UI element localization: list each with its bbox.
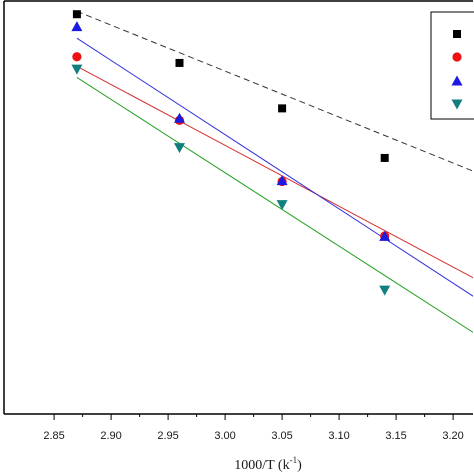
data-point-1 xyxy=(175,58,184,67)
data-point-4 xyxy=(174,143,185,154)
legend-marker-3 xyxy=(451,75,463,86)
data-point-4 xyxy=(379,285,391,296)
x-tick-label: 3.00 xyxy=(214,430,235,442)
data-point-1 xyxy=(278,104,287,113)
fit-line-4 xyxy=(76,76,473,333)
legend-marker-1 xyxy=(453,30,461,38)
legend-box xyxy=(430,11,474,120)
data-point-4 xyxy=(276,200,288,211)
x-axis-title-superscript: -1 xyxy=(290,455,298,465)
x-tick-label: 2.90 xyxy=(100,430,121,442)
data-point-3 xyxy=(276,175,288,186)
fit-line-2 xyxy=(76,65,473,279)
legend-marker-2 xyxy=(452,52,462,62)
data-point-1 xyxy=(72,10,81,19)
x-tick-label: 3.10 xyxy=(328,430,349,442)
x-tick-label: 3.20 xyxy=(442,430,463,442)
data-point-4 xyxy=(71,64,83,75)
x-axis-title: 1000/T (k-1) xyxy=(234,455,302,473)
data-markers xyxy=(71,10,391,296)
legend xyxy=(430,11,474,120)
x-tick-label: 2.95 xyxy=(157,430,178,442)
data-point-3 xyxy=(71,21,83,32)
data-point-2 xyxy=(72,52,82,62)
fit-line-3 xyxy=(76,37,473,297)
x-tick-label: 3.05 xyxy=(271,430,292,442)
fit-line-1 xyxy=(76,10,473,172)
axes: 2.852.902.953.003.053.103.153.203.25 xyxy=(3,0,473,442)
legend-marker-4 xyxy=(451,99,463,110)
x-tick-label: 3.15 xyxy=(385,430,406,442)
x-tick-label: 2.85 xyxy=(43,430,64,442)
fit-lines xyxy=(76,10,473,333)
data-point-1 xyxy=(380,153,389,162)
data-point-3 xyxy=(379,230,391,241)
data-point-3 xyxy=(174,112,185,123)
x-axis-title-close: ) xyxy=(297,458,302,473)
